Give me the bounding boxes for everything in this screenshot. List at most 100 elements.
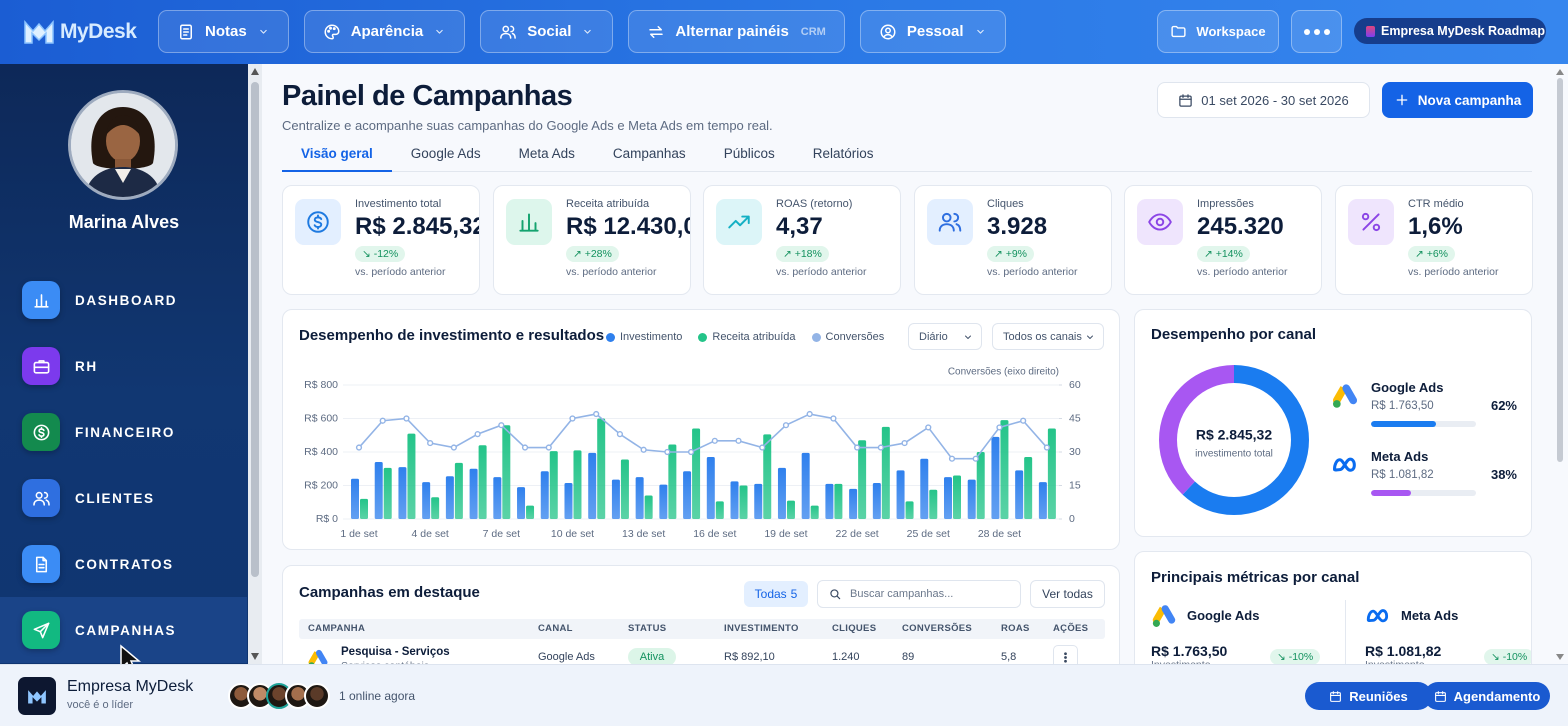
channel-amount: R$ 1.763,50 xyxy=(1151,643,1228,659)
icon-shape xyxy=(115,159,131,169)
bar xyxy=(896,470,905,519)
metrics-title: Principais métricas por canal xyxy=(1151,569,1360,586)
footer-button[interactable]: Reuniões xyxy=(1305,682,1432,710)
scroll-thumb xyxy=(251,82,259,577)
icon-shape xyxy=(315,649,328,666)
icon xyxy=(499,23,517,41)
menu-button[interactable]: Aparência xyxy=(303,10,466,53)
channel-name: Google Ads xyxy=(1371,380,1444,395)
menu-button[interactable]: Pessoal xyxy=(859,10,1006,53)
icon-shape xyxy=(1171,25,1187,38)
menu-row: Notas Aparência Social Alternar painéis CRM P… xyxy=(158,10,1006,53)
icon-shape xyxy=(180,24,192,39)
nav-item[interactable]: RH xyxy=(0,333,247,399)
bar xyxy=(478,445,487,519)
column-header: STATUS xyxy=(628,623,667,634)
icon-shape xyxy=(324,24,340,39)
filter-label: Todas xyxy=(754,587,787,601)
icon-shape xyxy=(882,33,893,38)
table-title: Campanhas em destaque xyxy=(299,584,480,601)
bar xyxy=(715,501,724,519)
channel-change: ↘ -10% xyxy=(1484,649,1531,665)
date-range[interactable]: 01 set 2026 - 30 set 2026 xyxy=(1157,82,1370,118)
line-point xyxy=(450,444,457,451)
view-all-button[interactable]: Ver todas xyxy=(1030,580,1105,608)
icon xyxy=(1434,690,1447,703)
icon-shape xyxy=(1330,691,1342,702)
menu-button[interactable]: Social xyxy=(480,10,614,53)
bar xyxy=(801,452,810,519)
bar xyxy=(692,428,701,519)
tab[interactable]: Visão geral xyxy=(282,142,392,172)
channel-name: Meta Ads xyxy=(1401,608,1459,623)
online-count: 1 online agora xyxy=(339,689,416,703)
more-button[interactable] xyxy=(1291,10,1342,53)
icon-shape xyxy=(33,424,49,440)
menu-button[interactable]: Alternar painéis CRM xyxy=(628,10,845,53)
workspace-button[interactable]: Workspace xyxy=(1157,10,1279,53)
bar xyxy=(849,488,858,519)
icon-shape xyxy=(500,25,517,39)
legend-item: Investimento xyxy=(606,331,682,343)
y-tick-label: R$ 800 xyxy=(304,379,338,391)
icon-shape xyxy=(1434,690,1446,702)
icon xyxy=(726,209,752,235)
bar xyxy=(635,477,644,519)
icon-shape xyxy=(1064,659,1067,663)
mouse-cursor xyxy=(119,644,142,664)
column-header: CONVERSÕES xyxy=(902,623,973,634)
nav-label: DASHBOARD xyxy=(75,292,178,308)
bar xyxy=(573,450,582,519)
icon-shape xyxy=(836,595,841,600)
tabs-line xyxy=(282,171,1532,172)
y2-tick-label: 0 xyxy=(1069,513,1075,525)
bar xyxy=(407,433,416,519)
icon-shape xyxy=(649,25,664,38)
tab[interactable]: Públicos xyxy=(723,146,775,161)
icon-shape xyxy=(1332,400,1341,408)
icon-shape xyxy=(1434,691,1446,702)
select[interactable]: Diário xyxy=(908,323,982,350)
icon-shape xyxy=(1330,690,1342,696)
progress-track xyxy=(1371,421,1476,427)
kpi-label: Impressões xyxy=(1197,198,1254,210)
column-header: INVESTIMENTO xyxy=(724,623,799,634)
icon-shape xyxy=(510,25,517,39)
dot xyxy=(1313,28,1320,35)
select[interactable]: Todos os canais xyxy=(992,323,1104,350)
icon-shape xyxy=(24,20,54,44)
bar xyxy=(360,498,368,519)
tab[interactable]: Google Ads xyxy=(410,146,481,161)
tab[interactable]: Meta Ads xyxy=(518,146,575,161)
legend-dot xyxy=(698,332,708,342)
footer-button[interactable]: Agendamento xyxy=(1424,682,1550,710)
icon-shape xyxy=(965,335,971,339)
new-campaign-button[interactable]: Nova campanha xyxy=(1382,82,1533,118)
line xyxy=(358,413,1048,460)
nav-item[interactable]: CONTRATOS xyxy=(0,531,247,597)
bar xyxy=(976,452,985,519)
tab[interactable]: Campanhas xyxy=(612,146,686,161)
tab[interactable]: Relatórios xyxy=(812,146,874,161)
progress-fill xyxy=(1371,490,1411,496)
icon-shape xyxy=(37,426,45,438)
nav-label: CONTRATOS xyxy=(75,556,174,572)
cell-roas: 5,8 xyxy=(1001,651,1017,663)
icon-shape xyxy=(1362,213,1380,231)
menu-button[interactable]: Notas xyxy=(158,10,289,53)
nav-icon xyxy=(22,347,60,385)
filter-pill[interactable]: Todas 5 xyxy=(744,581,808,607)
line-point xyxy=(1020,417,1027,424)
date-label: 01 set 2026 - 30 set 2026 xyxy=(1201,92,1349,108)
company-pill[interactable]: Empresa MyDesk Roadmap xyxy=(1354,18,1546,44)
line-point xyxy=(972,455,979,462)
search-box[interactable]: Buscar campanhas... xyxy=(817,580,1021,608)
nav-item[interactable]: CLIENTES xyxy=(0,465,247,531)
bar xyxy=(754,483,763,519)
nav-item[interactable]: FINANCEIRO xyxy=(0,399,247,465)
icon-shape xyxy=(313,214,323,230)
icon-shape xyxy=(502,25,510,32)
line-point xyxy=(379,417,386,424)
nav-item[interactable]: DASHBOARD xyxy=(0,267,247,333)
